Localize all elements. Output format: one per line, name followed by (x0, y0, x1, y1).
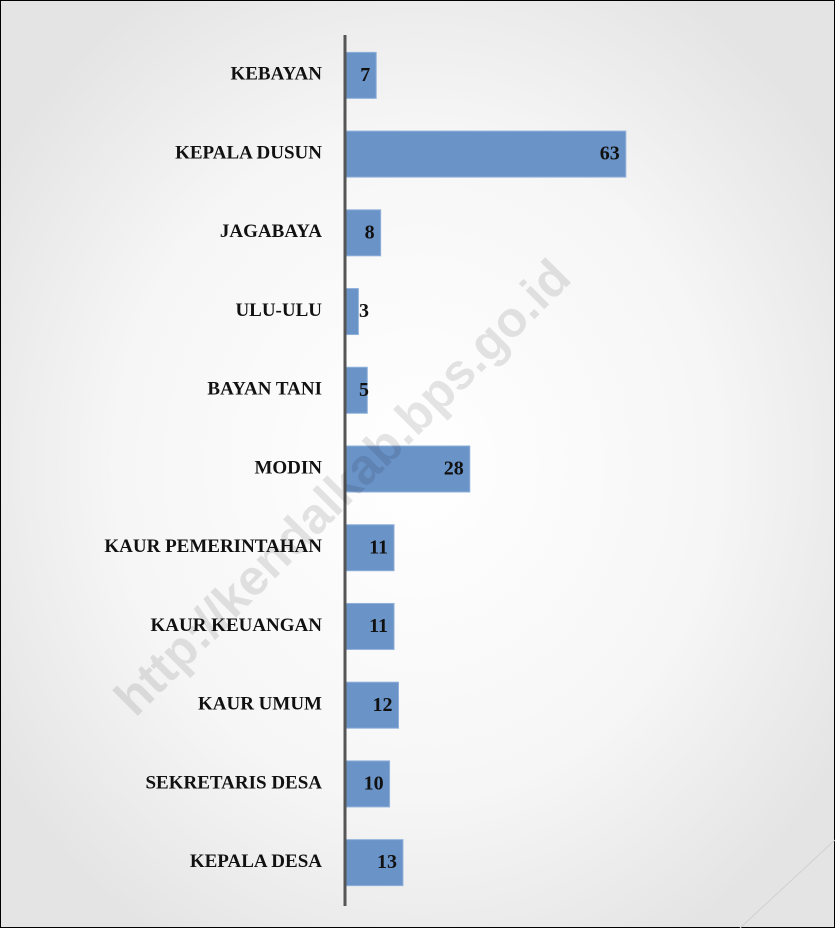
corner-line (739, 839, 835, 928)
bar (344, 51, 377, 99)
data-label: 7 (360, 64, 370, 86)
data-label: 10 (364, 773, 384, 795)
data-label: 63 (600, 143, 620, 165)
data-label: 12 (372, 694, 392, 716)
data-label: 13 (377, 851, 397, 873)
bar (344, 524, 395, 572)
data-label: 8 (365, 221, 375, 243)
y-tick-label: KEBAYAN (230, 64, 322, 85)
y-tick-label: KAUR KEUANGAN (150, 615, 322, 636)
y-tick-label: KEPALA DUSUN (175, 142, 322, 163)
bar (344, 130, 627, 178)
y-tick-label: MODIN (254, 457, 322, 478)
data-label: 28 (444, 458, 464, 480)
bar (344, 445, 471, 493)
data-label: 3 (359, 300, 369, 322)
y-tick-label: KAUR PEMERINTAHAN (104, 536, 322, 557)
bar (344, 681, 399, 729)
y-tick-label: ULU-ULU (235, 300, 322, 321)
data-label: 11 (369, 536, 388, 558)
y-tick-label: KAUR UMUM (198, 694, 322, 715)
data-label: 11 (369, 615, 388, 637)
bar (344, 209, 382, 257)
y-tick-label: KEPALA DESA (190, 851, 322, 872)
y-tick-label: BAYAN TANI (207, 379, 322, 400)
bar (344, 288, 359, 336)
y-tick-label: JAGABAYA (220, 221, 322, 242)
data-label: 5 (359, 379, 369, 401)
y-tick-label: SEKRETARIS DESA (145, 772, 322, 793)
bar (344, 839, 404, 887)
bar (344, 602, 395, 650)
plot-area (344, 51, 627, 887)
